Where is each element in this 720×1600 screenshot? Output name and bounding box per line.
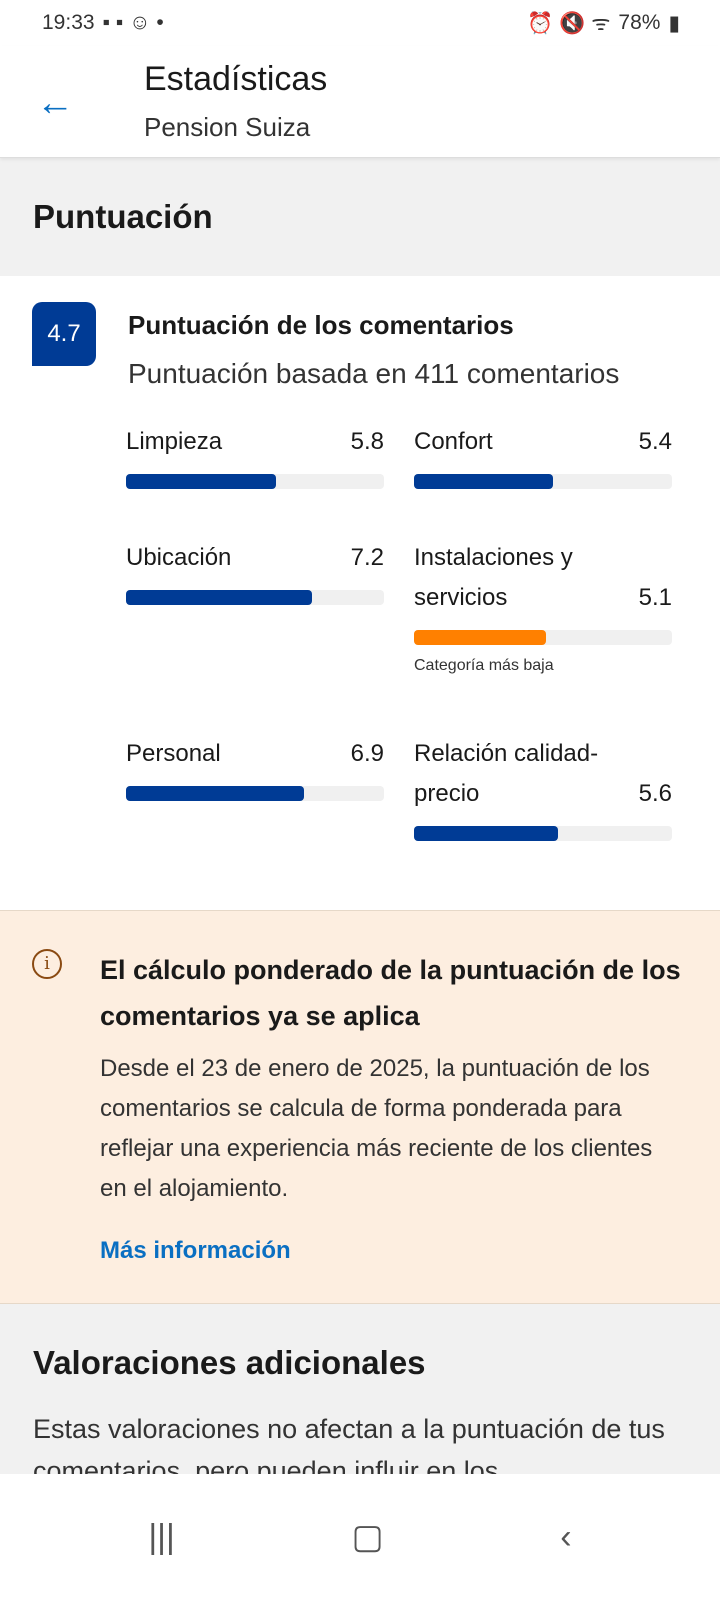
category-bar-fill [414, 474, 554, 489]
category-score: 5.8 [350, 428, 384, 455]
clock: 19:33 [42, 11, 95, 34]
category-score: 6.9 [350, 740, 384, 767]
category-label: Ubicación [126, 544, 232, 571]
back-arrow-icon[interactable]: ← [36, 82, 74, 124]
category-0: Limpieza 5.8 [126, 422, 384, 489]
info-icon: i [32, 949, 62, 979]
additional-text: Estas valoraciones no afectan a la puntu… [33, 1414, 665, 1474]
category-4: Personal 6.9 [126, 734, 384, 801]
category-bar-track [414, 474, 672, 489]
additional-title: Valoraciones adicionales [33, 1344, 426, 1381]
score-heading: Puntuación de los comentarios [128, 310, 514, 340]
category-score: 5.1 [638, 584, 672, 611]
category-label: Confort [414, 428, 493, 455]
category-score: 7.2 [350, 544, 384, 571]
category-score: 5.4 [638, 428, 672, 455]
info-body: Desde el 23 de enero de 2025, la puntuac… [100, 1055, 653, 1202]
info-banner: i El cálculo ponderado de la puntuación … [0, 910, 720, 1304]
category-bar-track [414, 826, 672, 841]
notification-icons: ▪ ▪ ☺ • [102, 11, 164, 34]
category-bar-fill [126, 786, 305, 801]
home-icon[interactable]: ▢ [351, 1518, 384, 1556]
more-info-link[interactable]: Más información [100, 1237, 291, 1264]
category-bar-track [126, 786, 384, 801]
category-2: Ubicación 7.2 [126, 538, 384, 605]
score-subheading: Puntuación basada en 411 comentarios [128, 358, 620, 389]
system-icons: ⏰ 🔇 ᯤ [527, 12, 611, 35]
system-nav-bar: ||| ▢ ‹ [0, 1474, 720, 1600]
category-bar-fill [414, 826, 559, 841]
category-5: Relación calidad-precio 5.6 [414, 734, 672, 841]
score-panel: 4.7 Puntuación de los comentarios Puntua… [0, 276, 720, 916]
section-title: Puntuación [0, 158, 720, 276]
status-bar: 19:33 ▪ ▪ ☺ • ⏰ 🔇 ᯤ 78% ▮ [0, 0, 720, 46]
battery-icon: ▮ [668, 11, 680, 35]
category-label: Personal [126, 740, 221, 767]
info-heading: El cálculo ponderado de la puntuación de… [100, 955, 681, 1031]
category-bar-fill [126, 474, 276, 489]
category-bar-fill [126, 590, 312, 605]
app-bar: ← Estadísticas Pension Suiza [0, 46, 720, 158]
lowest-category-note: Categoría más baja [414, 657, 554, 674]
category-bar-track [126, 590, 384, 605]
category-label: Limpieza [126, 428, 223, 455]
category-bar-fill [414, 630, 546, 645]
page-title: Estadísticas [144, 60, 328, 98]
category-3: Instalaciones y servicios 5.1 Categoría m… [414, 538, 672, 675]
score-badge: 4.7 [32, 302, 96, 366]
category-bar-track [126, 474, 384, 489]
category-score: 5.6 [638, 780, 672, 807]
category-bar-track [414, 630, 672, 645]
category-label: Instalaciones y servicios [414, 544, 573, 611]
recent-apps-icon[interactable]: ||| [148, 1517, 175, 1556]
property-name: Pension Suiza [144, 112, 311, 142]
battery-level: 78% [618, 11, 661, 34]
back-icon[interactable]: ‹ [560, 1517, 572, 1556]
additional-ratings: Valoraciones adicionales Estas valoracio… [0, 1304, 720, 1474]
category-1: Confort 5.4 [414, 422, 672, 489]
category-label: Relación calidad-precio [414, 740, 599, 807]
